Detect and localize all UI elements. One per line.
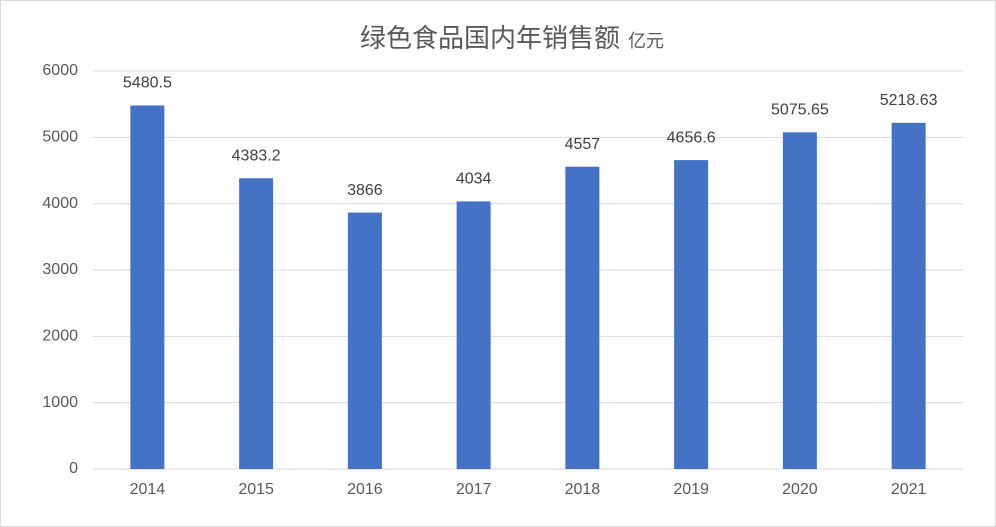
chart-title: 绿色食品国内年销售额 (360, 23, 620, 53)
y-tick-label: 0 (69, 460, 78, 477)
x-tick-label: 2014 (130, 481, 166, 498)
bar (130, 105, 165, 469)
y-tick-label: 3000 (42, 261, 78, 278)
bar (891, 122, 926, 470)
x-tick-label: 2018 (565, 481, 601, 498)
x-tick-label: 2020 (782, 481, 818, 498)
bar (239, 178, 274, 469)
bar (674, 160, 709, 470)
data-label: 4557 (565, 136, 601, 153)
data-label: 4383.2 (232, 147, 281, 164)
y-tick-label: 2000 (42, 328, 78, 345)
y-tick-label: 1000 (42, 394, 78, 411)
x-tick-label: 2016 (347, 481, 383, 498)
bar (456, 201, 491, 470)
y-tick-label: 5000 (42, 129, 78, 146)
x-tick-label: 2019 (673, 481, 709, 498)
data-label: 3866 (347, 182, 383, 199)
bar (347, 212, 382, 469)
data-label: 5480.5 (123, 75, 172, 92)
x-tick-label: 2017 (456, 481, 492, 498)
data-label: 4034 (456, 171, 492, 188)
x-tick-label: 2015 (238, 481, 274, 498)
y-tick-label: 4000 (42, 195, 78, 212)
data-label: 5075.65 (771, 102, 829, 119)
x-tick-label: 2021 (891, 481, 927, 498)
data-label: 5218.63 (880, 92, 938, 109)
data-label: 4656.6 (667, 129, 716, 146)
y-tick-label: 6000 (42, 62, 78, 79)
bar (565, 166, 600, 469)
bar (782, 132, 817, 469)
chart-subtitle: 亿元 (628, 31, 664, 51)
